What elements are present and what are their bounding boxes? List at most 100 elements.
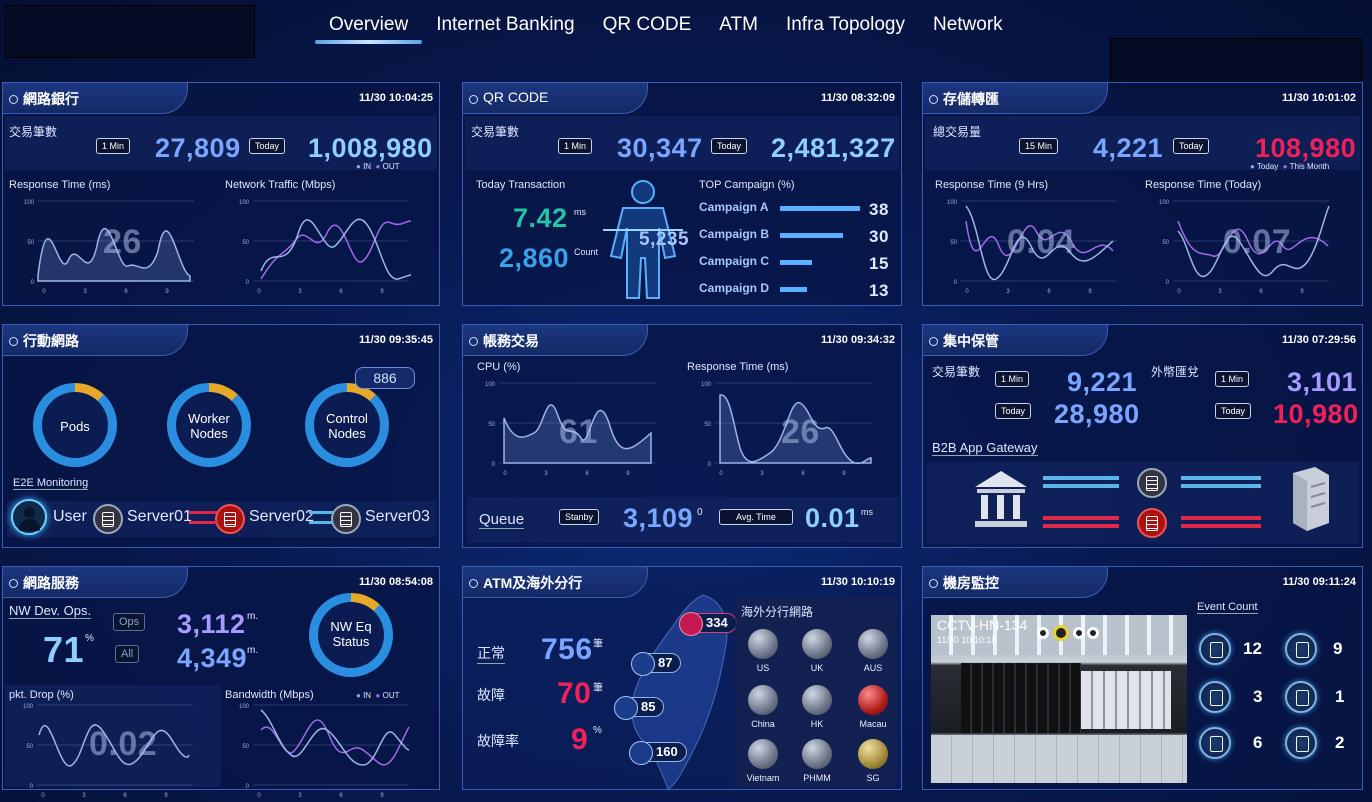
cpu-label: CPU (%) xyxy=(477,361,521,373)
x-tick-label: 6 xyxy=(123,793,127,799)
campaign-name: Campaign C xyxy=(699,254,770,268)
rtt-value: 0.07 xyxy=(1223,223,1292,261)
ops-button[interactable]: Ops xyxy=(113,613,146,631)
ms-unit: ms xyxy=(574,207,586,217)
rtt-label: Response Time (Today) xyxy=(1145,179,1262,191)
globe-china-icon[interactable] xyxy=(748,685,778,715)
event-calendar-icon[interactable] xyxy=(1285,633,1317,665)
atm-pin[interactable]: 87 xyxy=(630,652,682,676)
tab-infra-topology[interactable]: Infra Topology xyxy=(785,14,905,35)
tab-network[interactable]: Network xyxy=(932,14,1003,35)
x-tick-label: 6 xyxy=(585,471,589,477)
event-value: 12 xyxy=(1243,639,1262,658)
unit-2: m. xyxy=(247,645,259,656)
panel-time: 11/30 09:35:45 xyxy=(358,334,433,346)
event-value: 2 xyxy=(1335,733,1345,752)
globe-sg-icon[interactable] xyxy=(858,739,888,769)
gateway-server-red-icon[interactable] xyxy=(1137,508,1167,538)
rt9-label: Response Time (9 Hrs) xyxy=(935,179,1049,191)
server01-icon[interactable] xyxy=(93,504,123,534)
tab-atm[interactable]: ATM xyxy=(719,14,758,35)
x-tick-label: 3 xyxy=(83,289,87,295)
arrow-blue-2 xyxy=(1043,484,1119,488)
fault-label: 故障 xyxy=(477,687,505,703)
value-1min: 30,347 xyxy=(617,133,703,163)
atm-pin[interactable]: 85 xyxy=(613,696,665,720)
y-tick-label: 100 xyxy=(239,704,250,710)
y-tick-label: 0 xyxy=(246,784,250,790)
bw-label: Bandwidth (Mbps) xyxy=(225,689,314,701)
chart-rt-9hrs: 100 50 0 0 3 6 9 xyxy=(947,200,1117,295)
globe-phmm-icon[interactable] xyxy=(802,739,832,769)
taiwan-map xyxy=(631,594,728,790)
campaign-value: 13 xyxy=(869,281,889,300)
tab-qr-code[interactable]: QR CODE xyxy=(602,14,692,35)
normal-label: 正常 xyxy=(477,643,505,664)
globe-aus-icon[interactable] xyxy=(858,629,888,659)
panel-title: 帳務交易 xyxy=(462,324,648,356)
link-blue-1 xyxy=(309,511,333,514)
normal-value: 756 xyxy=(541,633,593,666)
x-tick-label: 9 xyxy=(164,793,168,799)
globe-vietnam-icon[interactable] xyxy=(748,739,778,769)
server-rack-icon xyxy=(1293,467,1329,531)
atm-pin[interactable]: 160 xyxy=(629,741,687,765)
pkt-label: pkt. Drop (%) xyxy=(9,689,74,701)
event-water-icon[interactable] xyxy=(1285,681,1317,713)
x-tick-label: 3 xyxy=(1218,289,1222,295)
ring-nw-eq-status xyxy=(309,593,393,677)
campaign-name: Campaign B xyxy=(699,227,770,241)
link-red-1 xyxy=(189,511,217,514)
globe-label: AUS xyxy=(863,663,883,673)
globe-us-icon[interactable] xyxy=(748,629,778,659)
globe-macau-icon[interactable] xyxy=(858,685,888,715)
tab-overview[interactable]: Overview xyxy=(315,8,423,44)
arrow-red-3 xyxy=(1181,516,1261,520)
chart-response-time: 100 50 0 0 3 6 9 xyxy=(24,200,194,295)
server03-icon[interactable] xyxy=(331,504,361,534)
x-tick-label: 0 xyxy=(1177,289,1181,295)
event-fire-icon[interactable] xyxy=(1199,681,1231,713)
y-tick-label: 50 xyxy=(488,422,495,428)
event-camera-icon[interactable] xyxy=(1199,727,1231,759)
globe-uk-icon[interactable] xyxy=(802,629,832,659)
panel-qr-code: QR CODE 11/30 08:32:09 交易筆數 1 Min 30,347… xyxy=(462,82,902,306)
ring-nw-eq-label: NW Eq Status xyxy=(330,619,372,649)
tab-internet-banking[interactable]: Internet Banking xyxy=(436,14,575,35)
panel-time: 11/30 09:34:32 xyxy=(820,334,895,346)
ms-value: 7.42 xyxy=(513,203,568,233)
ring-worker-label: Worker Nodes xyxy=(188,411,230,441)
event-value: 1 xyxy=(1335,687,1345,706)
event-card-icon[interactable] xyxy=(1199,633,1231,665)
tag-1min: 1 Min xyxy=(96,138,131,154)
value-today-fx: 10,980 xyxy=(1273,399,1359,429)
server02-icon[interactable] xyxy=(215,504,245,534)
panel-time: 11/30 10:01:02 xyxy=(1281,92,1356,104)
x-tick-label: 6 xyxy=(124,289,128,295)
panel-time: 11/30 10:04:25 xyxy=(358,92,433,104)
cctv-feed[interactable] xyxy=(931,615,1187,783)
event-door-icon[interactable] xyxy=(1285,727,1317,759)
y-tick-label: 50 xyxy=(27,240,34,246)
gateway-server-icon[interactable] xyxy=(1137,468,1167,498)
cpu-value: 61 xyxy=(559,413,598,451)
y-tick-label: 50 xyxy=(242,240,249,246)
y-tick-label: 100 xyxy=(24,200,35,206)
avg-unit: ms xyxy=(861,507,873,517)
globe-hk-icon[interactable] xyxy=(802,685,832,715)
stat-band xyxy=(925,116,1360,170)
tag-standby: Stanby xyxy=(559,509,600,525)
all-button[interactable]: All xyxy=(115,645,140,663)
panel-network-service: 網路服務 11/30 08:54:08 NW Dev. Ops. 71 % Op… xyxy=(2,566,440,799)
x-tick-label: 9 xyxy=(380,793,384,799)
event-value: 9 xyxy=(1333,639,1343,658)
atm-pin-red[interactable]: 334 xyxy=(679,612,737,636)
stat-band xyxy=(5,116,437,170)
x-tick-label: 3 xyxy=(298,289,302,295)
chart-rt-today: 100 50 0 0 3 6 9 xyxy=(1159,200,1330,295)
event-count-label: Event Count xyxy=(1197,601,1258,614)
globe-label: Macau xyxy=(859,719,887,729)
count-value: 2,860 xyxy=(499,243,570,273)
pkt-band xyxy=(5,685,221,787)
value-1: 3,112 xyxy=(177,609,246,639)
